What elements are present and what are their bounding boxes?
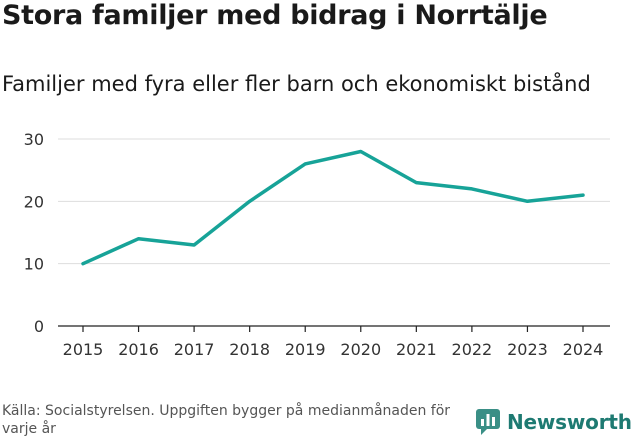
x-tick-label: 2018 <box>229 340 270 359</box>
y-tick-label: 10 <box>24 255 44 274</box>
newsworthy-logo-icon <box>476 409 500 435</box>
chart-subtitle: Familjer med fyra eller fler barn och ek… <box>2 72 591 96</box>
x-tick-label: 2015 <box>63 340 104 359</box>
brand-name: Newsworthy <box>507 410 631 434</box>
grid-layer <box>58 138 610 265</box>
x-tick-label: 2017 <box>174 340 215 359</box>
data-point <box>248 199 252 203</box>
data-point <box>359 149 363 153</box>
x-tick-label: 2020 <box>340 340 381 359</box>
data-point <box>581 193 585 197</box>
x-tick-label: 2021 <box>396 340 437 359</box>
line-chart: 0 10 20 30 2015 2016 2017 2018 2019 2020 2021 2022 2… <box>24 130 610 359</box>
source-note: Källa: Socialstyrelsen. Uppgiften bygger… <box>2 403 451 437</box>
axis-layer: 0 10 20 30 2015 2016 2017 2018 2019 2020 2021 2022 2… <box>24 130 610 359</box>
data-point <box>137 237 141 241</box>
x-tick-label: 2016 <box>118 340 159 359</box>
newsworthy-logo[interactable]: Newsworthy <box>475 408 631 436</box>
data-point <box>470 187 474 191</box>
data-point <box>192 243 196 247</box>
y-tick-label: 0 <box>34 317 44 336</box>
x-tick-label: 2023 <box>507 340 548 359</box>
y-tick-label: 20 <box>24 192 44 211</box>
x-tick-label: 2019 <box>285 340 326 359</box>
data-point <box>81 262 85 266</box>
data-point <box>303 162 307 166</box>
data-point <box>525 199 529 203</box>
y-tick-label: 30 <box>24 130 44 149</box>
data-point <box>414 181 418 185</box>
chart-title: Stora familjer med bidrag i Norrtälje <box>2 0 548 31</box>
series-layer <box>81 149 585 266</box>
series-line-familjer <box>81 149 585 266</box>
x-tick-label: 2022 <box>452 340 493 359</box>
x-tick-label: 2024 <box>563 340 604 359</box>
